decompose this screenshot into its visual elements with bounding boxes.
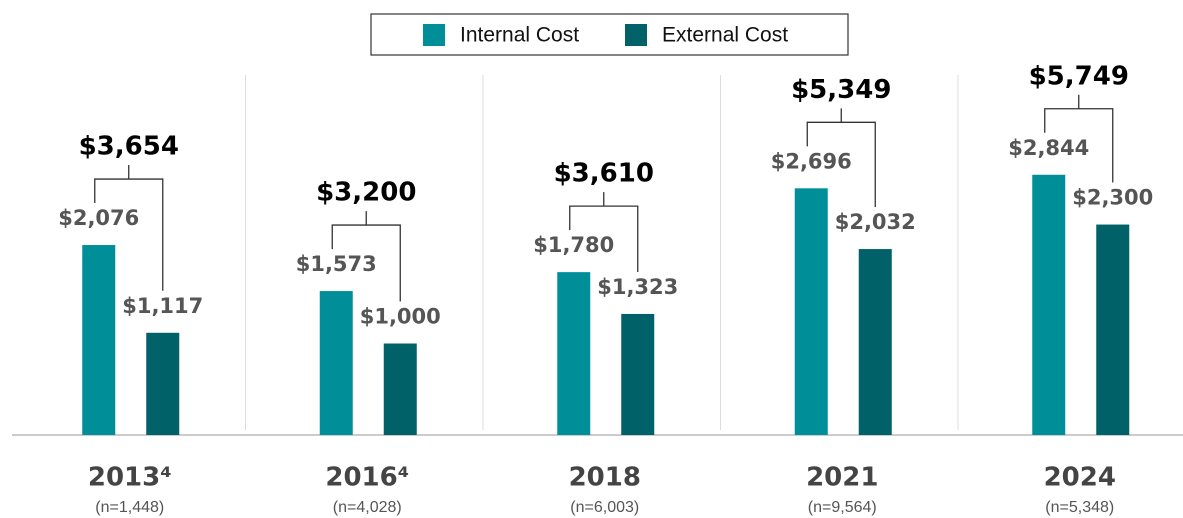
bar xyxy=(383,343,417,435)
value-label: $1,000 xyxy=(360,305,441,329)
x-tick-label: 2018 xyxy=(569,463,641,493)
total-label: $3,200 xyxy=(316,178,416,208)
value-label: $2,300 xyxy=(1072,186,1153,210)
legend-label: External Cost xyxy=(662,24,788,47)
legend-label: Internal Cost xyxy=(460,24,579,47)
value-label: $1,323 xyxy=(597,275,678,299)
x-tick-label: 2013⁴ xyxy=(88,463,172,493)
value-label: $2,032 xyxy=(835,210,916,234)
bar xyxy=(621,313,655,435)
bracket xyxy=(1044,94,1114,183)
bar xyxy=(858,249,892,435)
value-label: $1,573 xyxy=(296,252,377,276)
value-label: $2,076 xyxy=(58,206,139,230)
total-label: $5,749 xyxy=(1029,61,1129,91)
total-label: $3,610 xyxy=(554,159,654,189)
value-label: $2,696 xyxy=(771,149,852,173)
legend-swatch xyxy=(625,24,647,46)
category-note: (n=5,348) xyxy=(1045,499,1114,516)
x-tick-label: 2021 xyxy=(806,463,878,493)
value-label: $1,780 xyxy=(533,233,614,257)
bracket xyxy=(94,165,164,291)
category-note: (n=4,028) xyxy=(333,499,402,516)
category-note: (n=9,564) xyxy=(808,499,877,516)
total-label: $5,349 xyxy=(791,75,891,105)
bar xyxy=(146,332,180,435)
bracket xyxy=(331,211,401,302)
bar xyxy=(557,272,591,435)
bracket xyxy=(806,108,876,208)
category-note: (n=1,448) xyxy=(95,499,164,516)
bar xyxy=(319,291,353,435)
x-tick-label: 2016⁴ xyxy=(325,463,409,493)
legend-swatch xyxy=(423,24,445,46)
bar xyxy=(82,245,116,435)
bracket xyxy=(569,192,639,272)
value-label: $2,844 xyxy=(1008,136,1089,160)
total-label: $3,654 xyxy=(79,132,179,162)
bar xyxy=(1096,224,1130,435)
category-note: (n=6,003) xyxy=(570,499,639,516)
legend-box xyxy=(370,13,849,56)
bar xyxy=(794,188,828,435)
bar xyxy=(1032,174,1066,436)
value-label: $1,117 xyxy=(122,294,203,318)
x-tick-label: 2024 xyxy=(1044,463,1116,493)
